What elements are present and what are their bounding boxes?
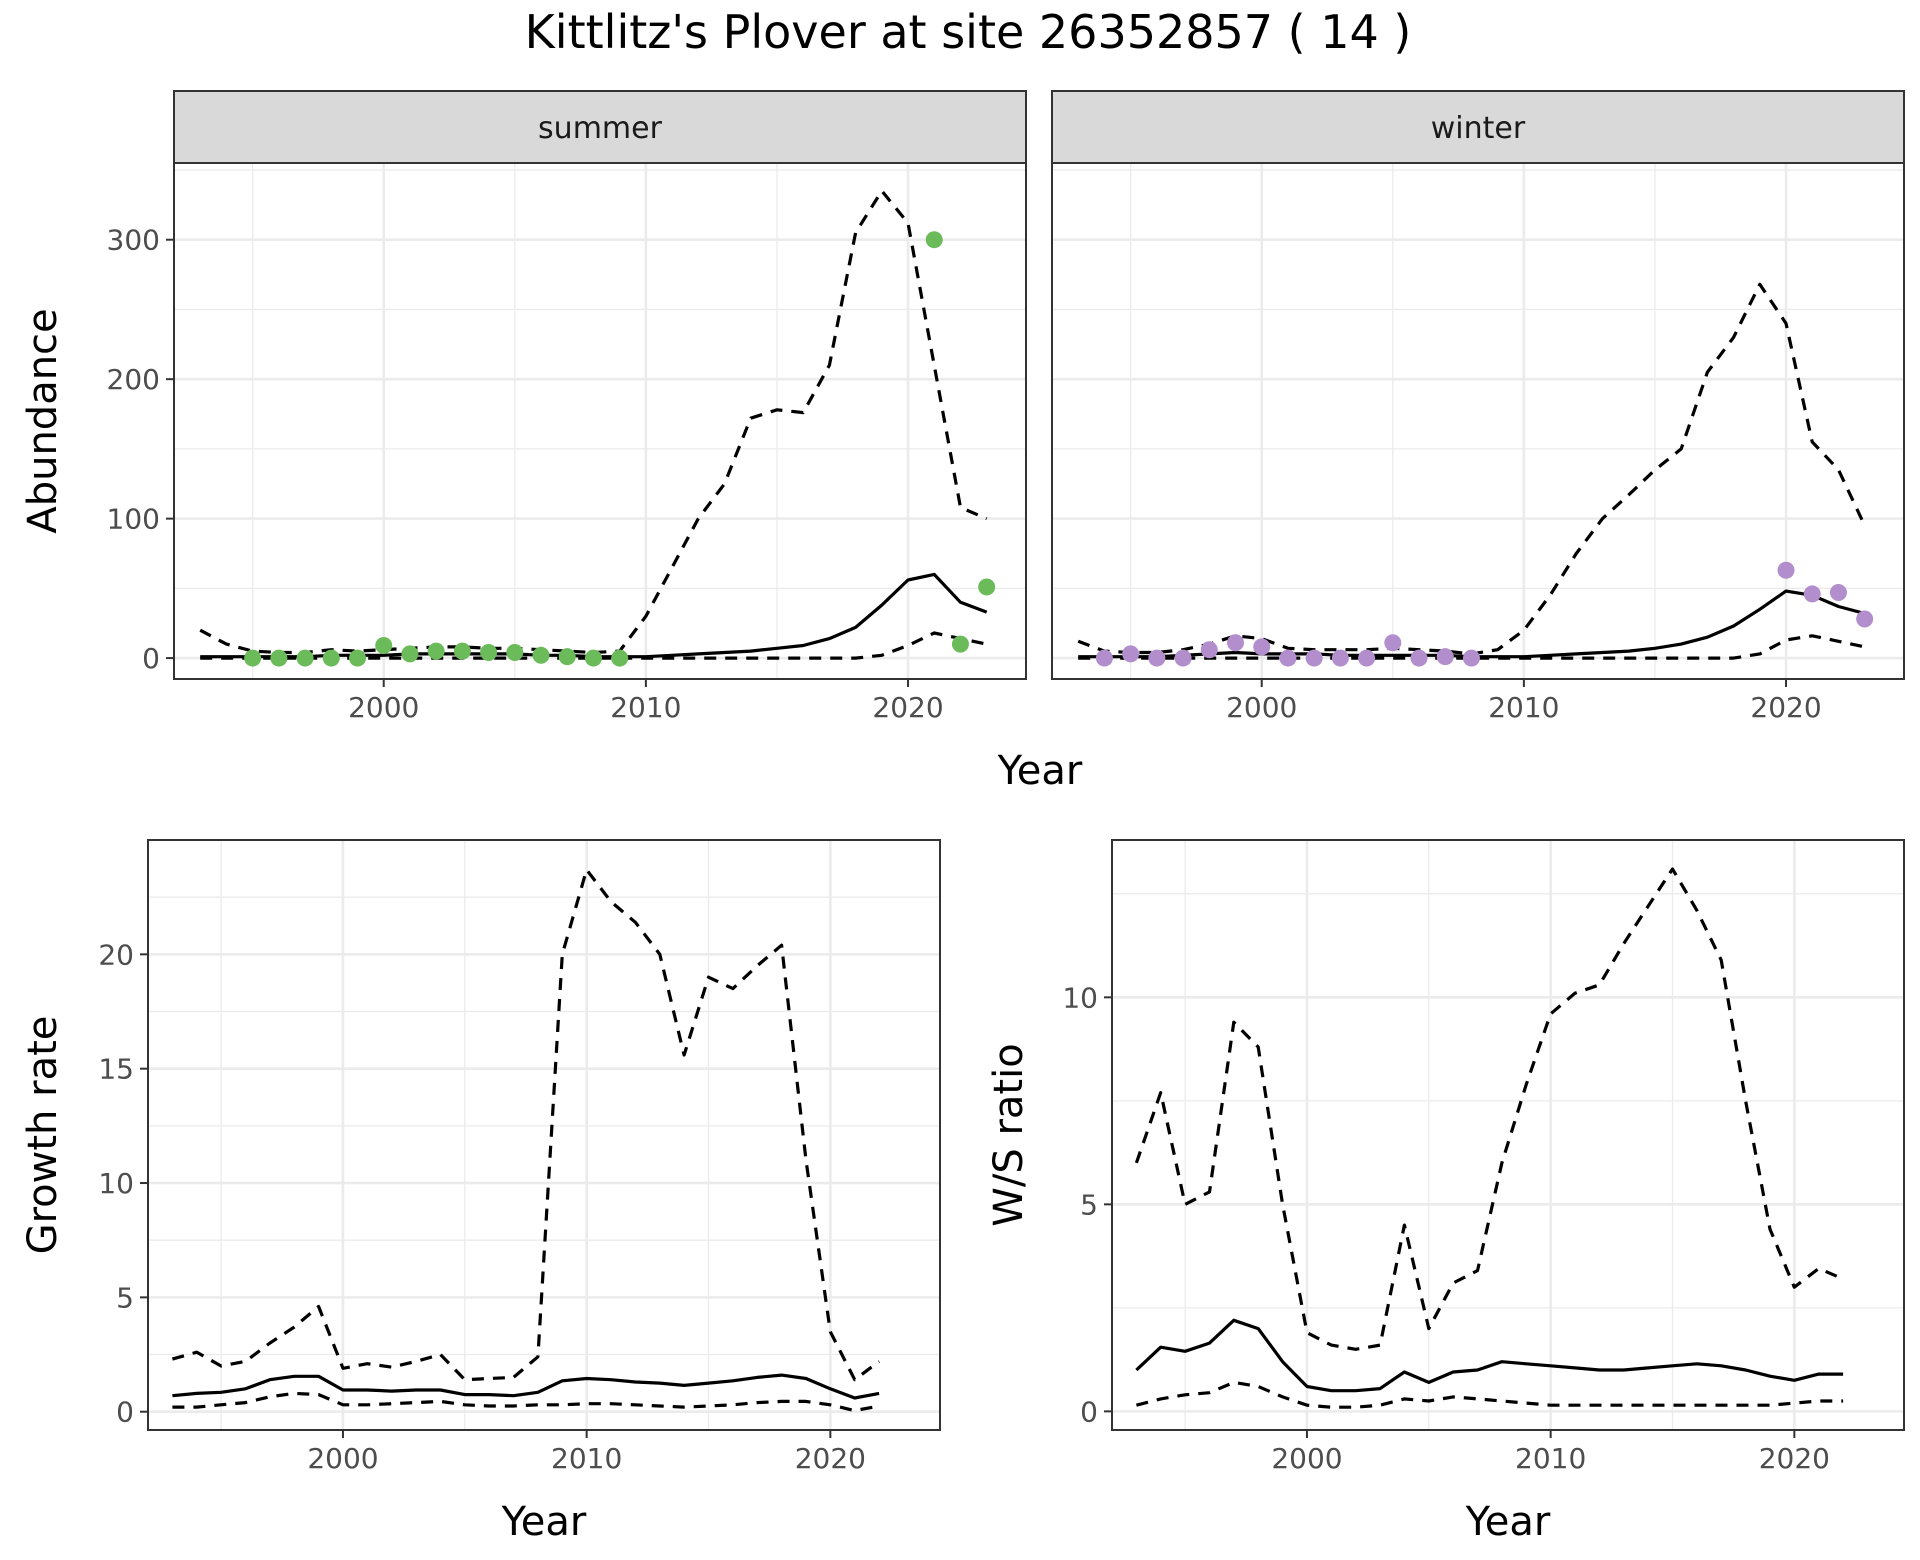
y-tick-label: 15 bbox=[98, 1053, 134, 1086]
x-tick-label: 2010 bbox=[610, 691, 681, 724]
winter-observed-point bbox=[1227, 634, 1245, 652]
x-axis-title-ws_ratio: Year bbox=[1465, 1499, 1551, 1545]
winter-series-upper-bound bbox=[1077, 282, 1867, 656]
panel-summer: summer 2000 2010 2020 0 100 200 300 Abundance bbox=[20, 90, 1027, 724]
winter-observed-point bbox=[1410, 649, 1428, 667]
panel-border-winter bbox=[1051, 162, 1905, 680]
facet-strip-summer bbox=[173, 90, 1027, 164]
panel-border-growth bbox=[147, 839, 941, 1431]
panel-winter: winter 2000 2010 2020 bbox=[1051, 90, 1905, 724]
summer-observed-point bbox=[401, 645, 419, 663]
growth-series-upper-bound bbox=[171, 868, 881, 1382]
x-tick-label: 2010 bbox=[1515, 1442, 1586, 1475]
y-tick-label: 5 bbox=[116, 1281, 134, 1314]
y-tick-label: 5 bbox=[1080, 1188, 1098, 1221]
summer-observed-point bbox=[558, 648, 576, 666]
ws_ratio-series-lower-bound bbox=[1135, 1380, 1844, 1409]
y-axis-title-growth: Growth rate bbox=[20, 1016, 66, 1255]
winter-observed-point bbox=[1331, 649, 1349, 667]
winter-observed-point bbox=[1122, 645, 1140, 663]
winter-observed-point bbox=[1384, 634, 1402, 652]
x-axis-title-growth: Year bbox=[501, 1499, 587, 1545]
summer-observed-point bbox=[349, 649, 367, 667]
facet-label-summer: summer bbox=[538, 111, 663, 146]
summer-observed-point bbox=[270, 649, 288, 667]
y-tick-label: 0 bbox=[142, 642, 160, 675]
facet-strip-winter bbox=[1051, 90, 1905, 164]
summer-observed-point bbox=[322, 649, 340, 667]
summer-observed-point bbox=[978, 578, 996, 596]
winter-observed-point bbox=[1777, 561, 1795, 579]
growth-series-estimate bbox=[172, 1373, 880, 1400]
y-tick-label: 100 bbox=[107, 503, 160, 536]
facet-label-winter: winter bbox=[1431, 111, 1526, 146]
x-tick-label: 2020 bbox=[795, 1442, 866, 1475]
panel-border-summer bbox=[173, 162, 1027, 680]
x-tick-label: 2020 bbox=[1759, 1442, 1830, 1475]
panel-border-ws_ratio bbox=[1111, 839, 1905, 1431]
winter-observed-point bbox=[1829, 584, 1847, 602]
summer-observed-point bbox=[427, 642, 445, 660]
panel-ws_ratio: 2000 2010 2020 0 5 10 W/S ratio Year bbox=[986, 839, 1905, 1545]
y-tick-label: 20 bbox=[98, 938, 134, 971]
summer-observed-point bbox=[453, 642, 471, 660]
summer-series-upper-bound bbox=[199, 189, 988, 655]
y-axis-title-ws_ratio: W/S ratio bbox=[986, 1043, 1032, 1226]
winter-observed-point bbox=[1148, 649, 1166, 667]
panel-growth: 2000 2010 2020 0 5 10 15 20 Growth rate Year bbox=[20, 839, 941, 1545]
winter-observed-point bbox=[1174, 649, 1192, 667]
winter-observed-point bbox=[1095, 649, 1113, 667]
winter-observed-point bbox=[1358, 649, 1376, 667]
summer-observed-point bbox=[506, 644, 524, 662]
summer-observed-point bbox=[480, 644, 498, 662]
summer-observed-point bbox=[925, 231, 943, 249]
winter-observed-point bbox=[1305, 649, 1323, 667]
ws_ratio-series-estimate bbox=[1135, 1318, 1844, 1393]
y-tick-label: 0 bbox=[1080, 1395, 1098, 1428]
winter-observed-point bbox=[1436, 648, 1454, 666]
summer-observed-point bbox=[951, 635, 969, 653]
x-tick-label: 2000 bbox=[1271, 1442, 1342, 1475]
y-tick-label: 300 bbox=[107, 224, 160, 257]
x-tick-label: 2000 bbox=[307, 1442, 378, 1475]
winter-observed-point bbox=[1856, 610, 1874, 628]
winter-series-estimate bbox=[1078, 589, 1866, 659]
chart-title: Kittlitz's Plover at site 26352857 ( 14 … bbox=[525, 5, 1412, 59]
winter-observed-point bbox=[1253, 638, 1271, 656]
x-tick-label: 2020 bbox=[872, 691, 943, 724]
x-tick-label: 2000 bbox=[1226, 691, 1297, 724]
x-tick-label: 2000 bbox=[348, 691, 419, 724]
x-tick-label: 2020 bbox=[1750, 691, 1821, 724]
winter-observed-point bbox=[1279, 649, 1297, 667]
summer-observed-point bbox=[296, 649, 314, 667]
y-tick-label: 200 bbox=[107, 363, 160, 396]
summer-series-estimate bbox=[200, 572, 988, 659]
y-tick-label: 0 bbox=[116, 1396, 134, 1429]
x-tick-label: 2010 bbox=[551, 1442, 622, 1475]
x-tick-label: 2010 bbox=[1488, 691, 1559, 724]
y-tick-label: 10 bbox=[1062, 981, 1098, 1014]
summer-observed-point bbox=[375, 637, 393, 655]
summer-observed-point bbox=[532, 646, 550, 664]
y-tick-label: 10 bbox=[98, 1167, 134, 1200]
ws_ratio-series-upper-bound bbox=[1134, 867, 1844, 1351]
abundance-x-axis-title: Year bbox=[997, 748, 1083, 794]
winter-observed-point bbox=[1200, 641, 1218, 659]
winter-observed-point bbox=[1803, 585, 1821, 603]
summer-observed-point bbox=[244, 649, 262, 667]
growth-series-lower-bound bbox=[172, 1391, 880, 1413]
y-axis-title-summer: Abundance bbox=[20, 308, 66, 533]
summer-observed-point bbox=[611, 649, 629, 667]
winter-observed-point bbox=[1462, 649, 1480, 667]
summer-observed-point bbox=[584, 649, 602, 667]
